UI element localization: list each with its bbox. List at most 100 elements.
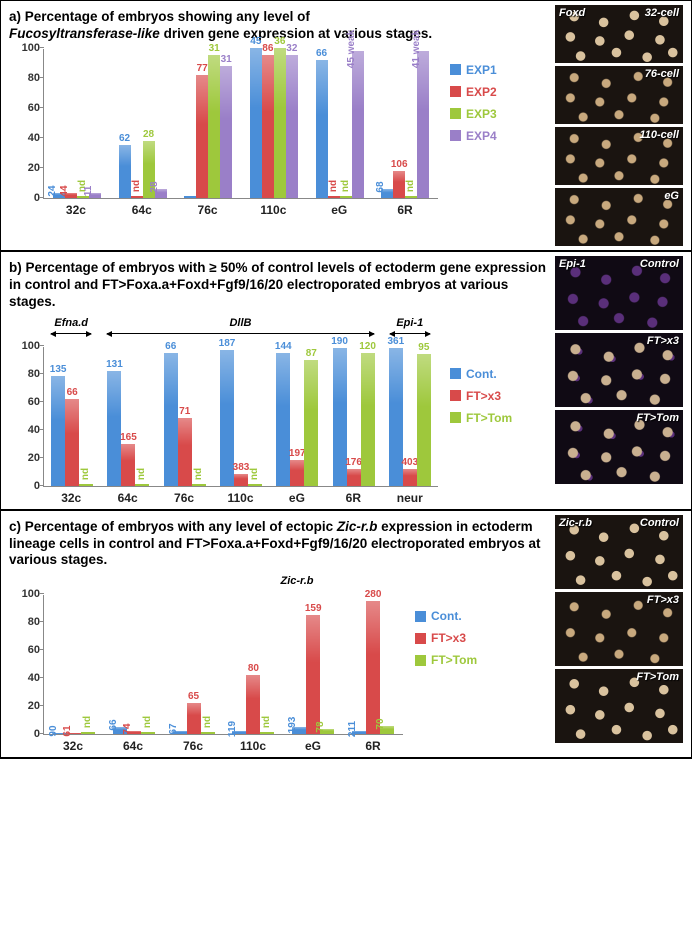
panel-b-plot: 02040608010013566nd131165nd6671nd187383n… [43, 347, 438, 487]
embryo-image-label: Control [640, 258, 679, 270]
bar-value-label: 66 [67, 387, 78, 399]
bar-value-label: nd [131, 180, 143, 192]
bar-value-label: 45 weak [346, 30, 358, 68]
ytick-label: 20 [14, 162, 40, 174]
embryo-image-label: 32-cell [645, 7, 679, 19]
xlabel: 76c [175, 199, 241, 217]
xlabel: neur [382, 487, 438, 505]
panel-c-legend: Cont.FT>x3FT>Tom [415, 609, 477, 675]
bar-group: 45863632 [241, 49, 307, 198]
xlabel: 32c [43, 735, 103, 753]
embryo-image-label: FT>Tom [636, 671, 679, 683]
bar: 80 [246, 675, 260, 734]
panel-a-chart: 0204060801002444nd1162nd2828773131458636… [43, 49, 551, 217]
embryo-image: 76-cell [555, 66, 683, 124]
embryo-image: 110-cell [555, 127, 683, 185]
bar: 119 [232, 731, 246, 734]
panel-b-images: ControlEpi-1FT>x3FT>Tom [555, 252, 691, 509]
bar-group: 2444nd11 [44, 49, 110, 198]
bar: 159 [306, 615, 320, 734]
bar-value-label: 135 [50, 364, 67, 376]
legend-swatch [450, 86, 461, 97]
ytick-label: 20 [14, 452, 40, 464]
xlabel: 64c [99, 487, 155, 505]
bar-value-label: 66 [108, 720, 120, 731]
bar: 31 [208, 55, 220, 198]
figure: a) Percentage of embryos showing any lev… [0, 0, 692, 759]
embryo-image-label: 76-cell [645, 68, 679, 80]
bar: 197 [290, 460, 304, 485]
gene-range-label: Epi-1 [386, 317, 434, 329]
embryo-image: FT>x3 [555, 592, 683, 666]
legend-swatch [450, 64, 461, 75]
gene-range-label: Efna.d [47, 317, 95, 329]
bar-group: 187383nd [213, 347, 269, 486]
legend-label: FT>x3 [466, 389, 501, 403]
embryo-image-label: FT>x3 [647, 335, 679, 347]
bar: 165 [121, 444, 135, 486]
bar-value-label: 403 [401, 457, 418, 469]
bar: 211 [352, 731, 366, 734]
legend-label: Cont. [466, 367, 497, 381]
bar-value-label: 66 [165, 341, 176, 353]
bar-value-label: nd [80, 468, 92, 480]
embryo-image-label: Control [640, 517, 679, 529]
bar-group: 9061nd [44, 595, 104, 734]
bar-value-label: 95 [418, 342, 429, 354]
legend-item: FT>x3 [415, 631, 477, 645]
bar: 61 [67, 733, 81, 734]
bar: nd [135, 484, 149, 486]
legend-swatch [450, 130, 461, 141]
bar-value-label: 24 [47, 186, 59, 197]
gene-range-arrow [107, 333, 373, 334]
bar: 66 [164, 353, 178, 486]
bar-value-label: 68 [375, 181, 387, 192]
bar: 62 [119, 145, 131, 198]
bar-value-label: 74 [122, 724, 134, 735]
bar-value-label: 66 [316, 48, 327, 60]
panel-a-xlabels: 32c64c76c110ceG6R [43, 199, 438, 217]
ytick-label: 40 [14, 424, 40, 436]
bar-value-label: nd [193, 468, 205, 480]
bar: 71 [178, 418, 192, 485]
panel-c-title: c) Percentage of embryos with any level … [9, 519, 551, 570]
xlabel: 76c [156, 487, 212, 505]
legend-item: Cont. [450, 367, 512, 381]
legend-swatch [450, 412, 461, 423]
bar-group: 14419787 [269, 347, 325, 486]
embryo-image-label: 110-cell [639, 129, 679, 141]
panel-c-chart: Zic-r.b 0204060801009061nd6674nd6765nd11… [43, 575, 551, 753]
bar: 74 [127, 731, 141, 734]
legend-swatch [450, 108, 461, 119]
embryo-image: FT>Tom [555, 669, 683, 743]
bar-group: 68106nd41 weak [372, 49, 438, 198]
bar-value-label: 190 [331, 336, 348, 348]
bar: 135 [51, 376, 65, 485]
bar-group: 6674nd [104, 595, 164, 734]
bar: 144 [276, 353, 290, 486]
panel-c-images: Control Zic-r.b FT>x3 FT>Tom [555, 511, 691, 758]
legend-item: FT>Tom [450, 411, 512, 425]
legend-label: FT>x3 [431, 631, 466, 645]
bar: 41 weak [417, 51, 429, 198]
bar-value-label: 361 [387, 336, 404, 348]
panel-a-plot: 0204060801002444nd1162nd2828773131458636… [43, 49, 438, 199]
ytick-label: 80 [14, 72, 40, 84]
embryo-image-title: Zic-r.b [559, 517, 592, 529]
ytick-label: 80 [14, 616, 40, 628]
ytick-label: 40 [14, 132, 40, 144]
ytick-label: 60 [14, 644, 40, 656]
xlabel: eG [283, 735, 343, 753]
embryo-image-title: Epi-1 [559, 258, 586, 270]
bar-value-label: 193 [287, 717, 299, 734]
bar-value-label: 67 [168, 724, 180, 735]
embryo-image: Control Epi-1 [555, 256, 683, 330]
legend-swatch [415, 655, 426, 666]
panel-b-gene-ranges: Efna.dDllBEpi-1 [43, 317, 438, 347]
legend-label: EXP1 [466, 63, 497, 77]
legend-swatch [415, 611, 426, 622]
ytick-label: 100 [14, 588, 40, 600]
xlabel: 110c [240, 199, 306, 217]
bar: 176 [347, 469, 361, 486]
bar-value-label: 165 [120, 432, 137, 444]
